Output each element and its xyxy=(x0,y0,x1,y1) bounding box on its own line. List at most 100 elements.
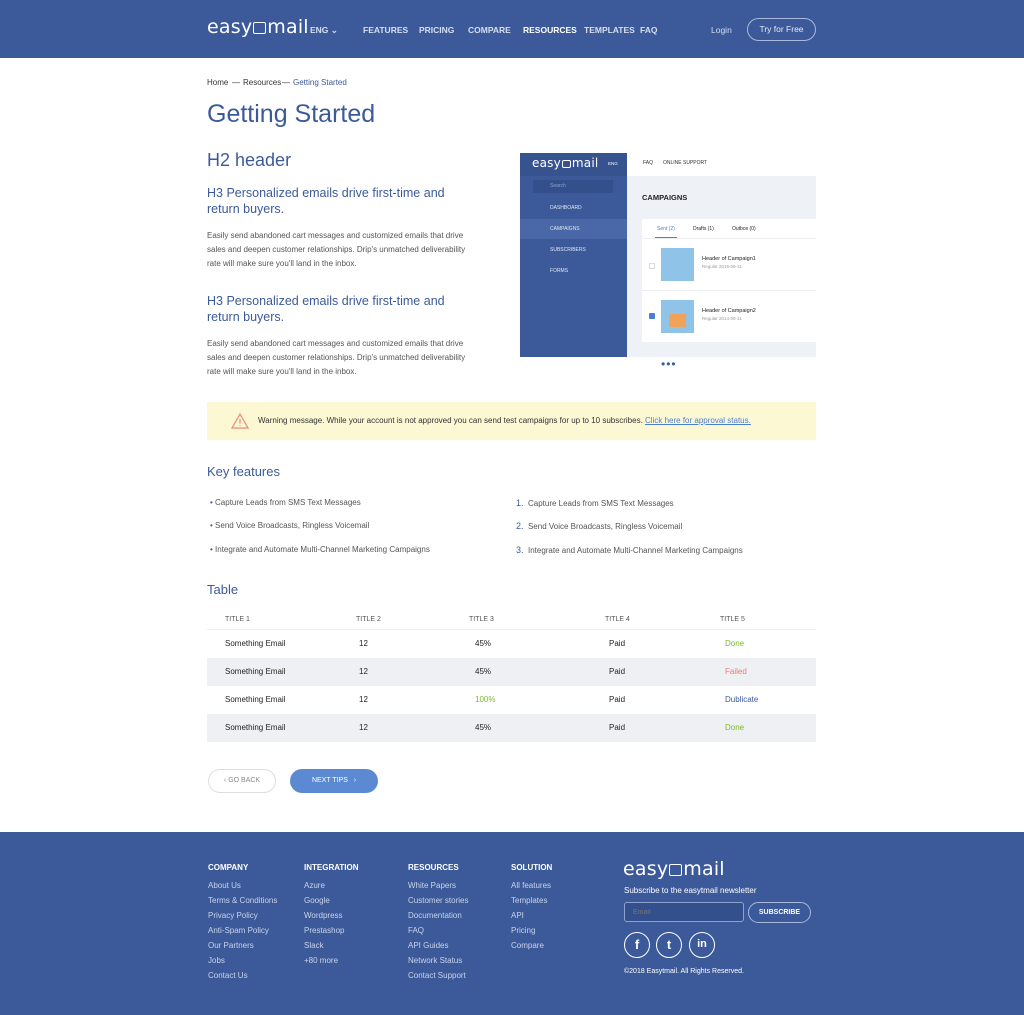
preview-sidebar: easy mail ENG Search DASHBOARD CAMPAIGNS … xyxy=(520,153,627,357)
footer-logo: easy mail xyxy=(623,858,725,880)
preview-menu-dashboard: DASHBOARD xyxy=(550,205,582,211)
envelope-image xyxy=(661,300,694,333)
footer-link[interactable]: Wordpress xyxy=(304,911,343,920)
bullet-item: • Capture Leads from SMS Text Messages xyxy=(210,498,361,507)
footer-link[interactable]: Contact Support xyxy=(408,971,466,980)
preview-menu-campaigns: CAMPAIGNS xyxy=(520,219,627,239)
chevron-left-icon: ‹ xyxy=(223,777,227,784)
preview-campaign-title: Header of Campaign2 xyxy=(702,308,756,314)
table-row: Something Email 12 45% Paid Done xyxy=(207,714,816,742)
preview-campaign-meta: Regular 2014-09-11 xyxy=(702,316,742,321)
preview-support: ONLINE SUPPORT xyxy=(663,160,708,166)
login-link[interactable]: Login xyxy=(711,25,732,35)
preview-menu-forms: FORMS xyxy=(550,268,569,274)
lang-label: ENG xyxy=(310,25,329,35)
footer-link[interactable]: Privacy Policy xyxy=(208,911,258,920)
footer-link[interactable]: Slack xyxy=(304,941,324,950)
breadcrumb-resources[interactable]: Resources xyxy=(243,78,282,87)
footer-col-integration: INTEGRATION Azure Google Wordpress Prestash… xyxy=(304,863,359,968)
page-title: Getting Started xyxy=(207,100,376,128)
carousel-dots[interactable]: ••• xyxy=(661,357,677,371)
warning-icon xyxy=(231,413,249,429)
chevron-down-icon: ⌄ xyxy=(330,25,338,35)
footer-link[interactable]: Anti-Spam Policy xyxy=(208,926,269,935)
linkedin-icon[interactable]: in xyxy=(689,932,715,958)
preview-campaign-meta: Regular 2015-09-11 xyxy=(702,264,742,269)
footer-link[interactable]: Terms & Conditions xyxy=(208,896,278,905)
nav-templates[interactable]: TEMPLATES xyxy=(584,25,635,35)
table-row: Something Email 12 45% Paid Failed xyxy=(207,658,816,686)
go-back-button[interactable]: ‹ GO BACK xyxy=(208,769,276,793)
nav-resources[interactable]: RESOURCES xyxy=(523,25,577,35)
numbered-item: 3. Integrate and Automate Multi-Channel … xyxy=(516,545,743,555)
next-tips-button[interactable]: NEXT TIPS › xyxy=(290,769,378,793)
footer-link[interactable]: Templates xyxy=(511,896,548,905)
twitter-icon[interactable]: t xyxy=(656,932,682,958)
paragraph: Easily send abandoned cart messages and … xyxy=(207,231,466,268)
facebook-icon[interactable]: f xyxy=(624,932,650,958)
mailbox-image xyxy=(661,248,694,281)
footer-link[interactable]: API Guides xyxy=(408,941,449,950)
footer-link[interactable]: Our Partners xyxy=(208,941,254,950)
numbered-item: 2. Send Voice Broadcasts, Ringless Voice… xyxy=(516,521,683,531)
paragraph: Easily send abandoned cart messages and … xyxy=(207,339,466,376)
footer-link[interactable]: Customer stories xyxy=(408,896,469,905)
subscribe-text: Subscribe to the easytmail newsletter xyxy=(624,886,757,895)
copyright: ©2018 Easytmail. All Rights Reserved. xyxy=(624,968,744,975)
footer: COMPANY About Us Terms & Conditions Privac… xyxy=(0,832,1024,1015)
preview-tab-outbox: Outbox (0) xyxy=(732,226,756,232)
breadcrumb-sep: — xyxy=(232,78,240,87)
preview-faq: FAQ xyxy=(643,160,654,166)
bullet-item: • Integrate and Automate Multi-Channel M… xyxy=(210,545,430,554)
nav-compare[interactable]: COMPARE xyxy=(468,25,511,35)
preview-card: Sent (2) Drafts (1) Outbox (0) Header of… xyxy=(642,219,816,342)
footer-link[interactable]: About Us xyxy=(208,881,241,890)
try-for-free-button[interactable]: Try for Free xyxy=(747,18,816,41)
footer-link[interactable]: White Papers xyxy=(408,881,457,890)
footer-link[interactable]: Documentation xyxy=(408,911,462,920)
table-title: Table xyxy=(207,582,239,597)
email-input[interactable] xyxy=(624,902,744,922)
footer-link[interactable]: Google xyxy=(304,896,330,905)
footer-link[interactable]: FAQ xyxy=(408,926,425,935)
subscribe-button[interactable]: SUBSCRIBE xyxy=(748,902,811,923)
table-row: Something Email 12 100% Paid Dublicate xyxy=(225,695,759,704)
nav-faq[interactable]: FAQ xyxy=(640,25,658,35)
nav-features[interactable]: FEATURES xyxy=(363,25,409,35)
footer-link[interactable]: API xyxy=(511,911,524,920)
h3-header: H3 Personalized emails drive first-time … xyxy=(207,294,445,324)
h3-header: H3 Personalized emails drive first-time … xyxy=(207,186,445,216)
logo[interactable]: easy mail xyxy=(207,16,309,38)
footer-link[interactable]: All features xyxy=(511,881,552,890)
footer-link[interactable]: Pricing xyxy=(511,926,536,935)
table-header: TITLE 3 xyxy=(469,616,494,623)
preview-search: Search xyxy=(533,180,613,193)
key-features-title: Key features xyxy=(207,464,280,479)
h2-header: H2 header xyxy=(207,150,292,170)
preview-logo: easy mail xyxy=(532,156,599,170)
footer-col-resources: RESOURCES White Papers Customer stories Do… xyxy=(408,863,468,983)
preview-lang: ENG xyxy=(608,161,618,166)
warning-text: Warning message. While your account is n… xyxy=(258,416,643,425)
approval-status-link[interactable]: Click here for approval status. xyxy=(645,416,751,425)
app-preview-image: FAQ ONLINE SUPPORT easy mail ENG Search D… xyxy=(520,153,816,357)
table-header: TITLE 4 xyxy=(605,616,630,623)
footer-link[interactable]: Prestashop xyxy=(304,926,345,935)
footer-link[interactable]: +80 more xyxy=(304,956,339,965)
footer-link[interactable]: Jobs xyxy=(208,956,225,965)
language-select[interactable]: ENG ⌄ xyxy=(310,25,338,36)
warning-banner: Warning message. While your account is n… xyxy=(207,402,816,440)
table-header: TITLE 5 xyxy=(720,616,745,623)
preview-campaign-title: Header of Campaign1 xyxy=(702,256,756,262)
chevron-right-icon: › xyxy=(353,777,357,784)
footer-link[interactable]: Compare xyxy=(511,941,544,950)
breadcrumb-home[interactable]: Home xyxy=(207,78,229,87)
footer-link[interactable]: Network Status xyxy=(408,956,463,965)
footer-link[interactable]: Azure xyxy=(304,881,325,890)
table-header: TITLE 2 xyxy=(356,616,381,623)
nav-pricing[interactable]: PRICING xyxy=(419,25,455,35)
preview-heading: CAMPAIGNS xyxy=(642,193,688,202)
footer-link[interactable]: Contact Us xyxy=(208,971,248,980)
footer-col-company: COMPANY About Us Terms & Conditions Privac… xyxy=(208,863,277,983)
preview-tab-drafts: Drafts (1) xyxy=(693,226,714,232)
